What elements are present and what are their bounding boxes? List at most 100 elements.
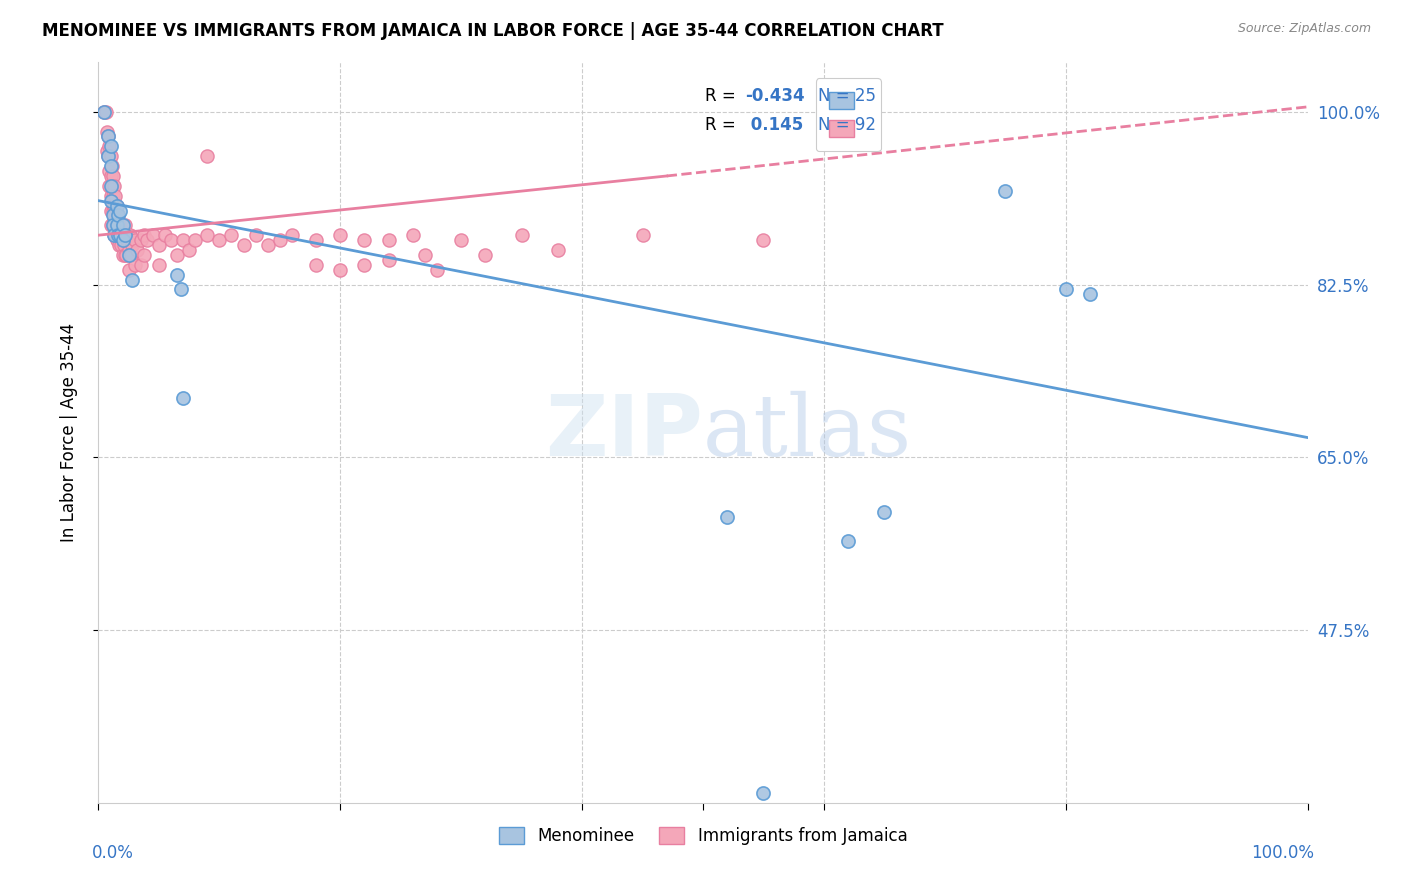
Point: [195, 149, 218, 163]
Point: [104, 188, 127, 202]
Point: [100, 219, 122, 233]
Point: [101, 169, 124, 183]
Point: [377, 233, 399, 247]
Point: [716, 509, 738, 524]
Text: R =: R =: [706, 87, 737, 104]
Point: [269, 233, 291, 247]
Point: [100, 178, 122, 193]
Point: [103, 213, 125, 227]
Point: [129, 258, 152, 272]
Point: [103, 178, 125, 193]
Text: MENOMINEE VS IMMIGRANTS FROM JAMAICA IN LABOR FORCE | AGE 35-44 CORRELATION CHAR: MENOMINEE VS IMMIGRANTS FROM JAMAICA IN …: [42, 22, 943, 40]
Text: Source: ZipAtlas.com: Source: ZipAtlas.com: [1237, 22, 1371, 36]
Point: [994, 184, 1017, 198]
Point: [100, 149, 122, 163]
Point: [135, 233, 157, 247]
Point: [105, 233, 128, 247]
Point: [97, 149, 120, 163]
Point: [100, 203, 122, 218]
Point: [232, 238, 254, 252]
Point: [111, 248, 134, 262]
Point: [547, 243, 569, 257]
Text: 100.0%: 100.0%: [1250, 844, 1313, 862]
Point: [353, 258, 375, 272]
Text: N = 92: N = 92: [818, 116, 876, 135]
Point: [118, 243, 141, 257]
Point: [160, 233, 183, 247]
Point: [103, 228, 125, 243]
Point: [105, 219, 128, 233]
Point: [208, 233, 231, 247]
Point: [305, 233, 328, 247]
Point: [107, 209, 129, 223]
Point: [104, 209, 127, 223]
Text: atlas: atlas: [703, 391, 912, 475]
Point: [108, 203, 131, 218]
Point: [98, 139, 121, 153]
Point: [1054, 283, 1077, 297]
Point: [117, 233, 139, 247]
Point: [166, 248, 188, 262]
Point: [121, 238, 143, 252]
Point: [115, 248, 138, 262]
Point: [450, 233, 472, 247]
Point: [98, 178, 121, 193]
Point: [94, 104, 117, 119]
Point: [474, 248, 496, 262]
Point: [108, 228, 131, 243]
Text: R =: R =: [706, 116, 737, 135]
Point: [305, 258, 328, 272]
Point: [377, 252, 399, 267]
Point: [101, 209, 124, 223]
Point: [148, 238, 170, 252]
Point: [134, 228, 156, 243]
Point: [93, 104, 115, 119]
Point: [96, 145, 118, 159]
Point: [93, 104, 115, 119]
Point: [107, 209, 129, 223]
Point: [111, 228, 134, 243]
Point: [752, 786, 775, 800]
Point: [112, 238, 135, 252]
Point: [329, 228, 352, 243]
Point: [103, 198, 125, 212]
Point: [97, 149, 120, 163]
Point: [172, 233, 194, 247]
Point: [124, 258, 146, 272]
Point: [148, 258, 170, 272]
Y-axis label: In Labor Force | Age 35-44: In Labor Force | Age 35-44: [59, 323, 77, 542]
Point: [172, 391, 194, 405]
Point: [120, 248, 142, 262]
Point: [129, 233, 152, 247]
Point: [118, 262, 141, 277]
Point: [107, 228, 129, 243]
Point: [169, 283, 191, 297]
Point: [100, 194, 122, 208]
Point: [101, 188, 124, 202]
Point: [101, 219, 124, 233]
Point: [256, 238, 278, 252]
Point: [101, 203, 124, 218]
Point: [100, 194, 122, 208]
Point: [166, 268, 188, 282]
Point: [402, 228, 425, 243]
Point: [105, 198, 128, 212]
Point: [100, 159, 122, 173]
Point: [108, 238, 131, 252]
Point: [98, 164, 121, 178]
Point: [221, 228, 243, 243]
Point: [101, 219, 124, 233]
Point: [184, 233, 207, 247]
Point: [114, 248, 136, 262]
Point: [111, 233, 134, 247]
Point: [100, 188, 122, 202]
Point: [631, 228, 654, 243]
Point: [97, 129, 120, 144]
Point: [96, 124, 118, 138]
Point: [281, 228, 304, 243]
Text: N = 25: N = 25: [818, 87, 876, 104]
Text: 0.0%: 0.0%: [93, 844, 134, 862]
Point: [245, 228, 267, 243]
Point: [115, 228, 138, 243]
Text: -0.434: -0.434: [745, 87, 806, 104]
